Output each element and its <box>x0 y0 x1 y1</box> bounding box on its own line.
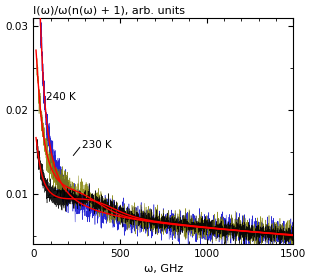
Text: 240 K: 240 K <box>46 92 76 102</box>
Text: I(ω)/ω(n(ω) + 1), arb. units: I(ω)/ω(n(ω) + 1), arb. units <box>33 6 185 16</box>
Text: 220 K: 220 K <box>46 190 76 200</box>
X-axis label: ω, GHz: ω, GHz <box>144 264 183 274</box>
Text: 230 K: 230 K <box>82 140 112 150</box>
